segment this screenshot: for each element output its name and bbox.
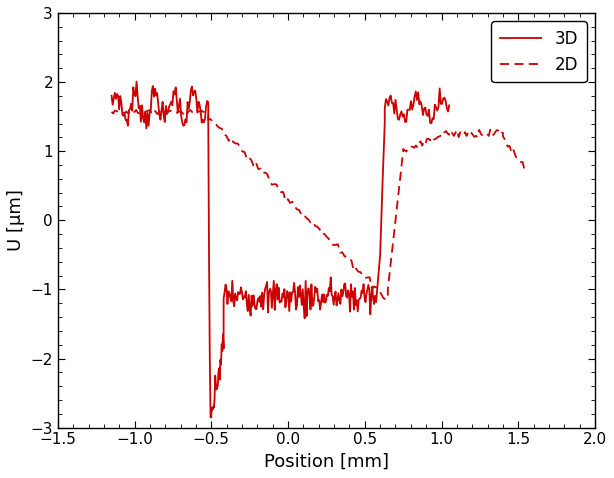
2D (207, 116, 214, 122)
Line: 2D: 2D (112, 109, 526, 299)
2D (142, 109, 150, 114)
Y-axis label: U [μm]: U [μm] (7, 189, 25, 251)
2D (162, 109, 169, 115)
3D (373, 286, 381, 292)
2D (149, 106, 156, 112)
3D (109, 102, 116, 108)
2D (139, 110, 146, 116)
3D (446, 103, 453, 109)
Legend: 3D, 2D: 3D, 2D (491, 22, 586, 82)
3D (312, 284, 319, 290)
3D (207, 414, 214, 420)
3D (333, 303, 340, 308)
3D (190, 89, 198, 95)
3D (141, 120, 148, 125)
Line: 3D: 3D (112, 82, 449, 417)
3D (133, 79, 140, 85)
2D (382, 296, 389, 302)
2D (514, 155, 521, 161)
3D (108, 93, 115, 98)
X-axis label: Position [mm]: Position [mm] (264, 453, 389, 471)
2D (234, 141, 241, 146)
2D (523, 170, 530, 175)
2D (108, 109, 115, 115)
